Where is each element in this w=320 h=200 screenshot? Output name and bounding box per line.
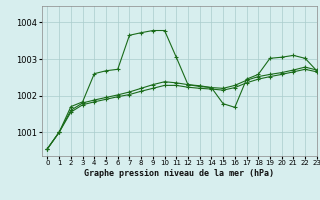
X-axis label: Graphe pression niveau de la mer (hPa): Graphe pression niveau de la mer (hPa) [84, 169, 274, 178]
